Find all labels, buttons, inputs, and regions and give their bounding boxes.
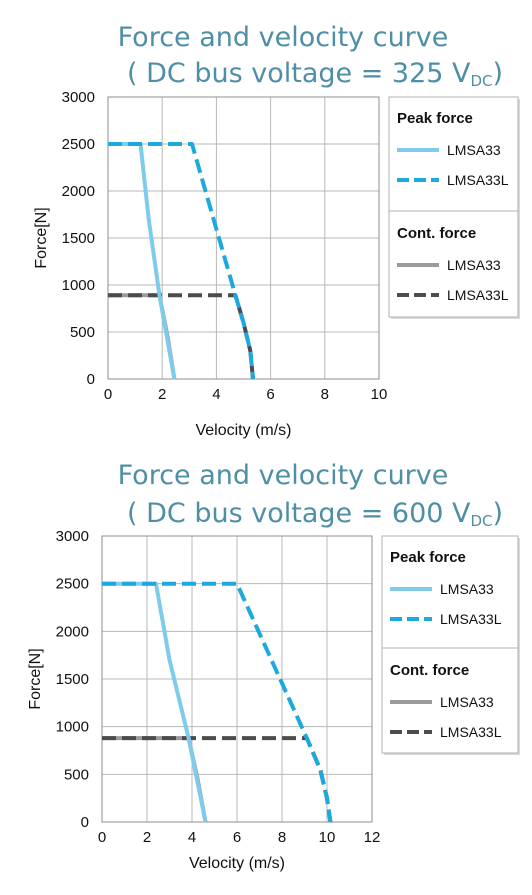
x-tick-label: 4 xyxy=(212,386,220,403)
chart-title: Force and velocity curve xyxy=(118,460,449,491)
chart-1: Force and velocity curve ( DC bus voltage… xyxy=(33,22,520,439)
subtitle-suffix: ) xyxy=(493,58,504,89)
x-tick-label: 2 xyxy=(143,829,151,846)
x-tick-label: 8 xyxy=(278,829,286,846)
legend-cont-force-title: Cont. force xyxy=(397,225,476,242)
y-tick-label: 2500 xyxy=(56,576,89,593)
x-tick-label: 10 xyxy=(371,386,388,403)
legend-label: LMSA33 xyxy=(440,581,494,597)
chart-subtitle: ( DC bus voltage = 325 VDC) xyxy=(127,58,503,90)
y-tick-label: 500 xyxy=(70,324,95,341)
chart-2: Force and velocity curve ( DC bus voltage… xyxy=(27,460,520,872)
series-line-lmsa33l-peak xyxy=(108,142,255,380)
subtitle-suffix: ) xyxy=(493,498,504,529)
legend-peak-force-title: Peak force xyxy=(397,110,473,127)
legend-label: LMSA33 xyxy=(447,142,501,158)
legend-box xyxy=(388,96,519,318)
x-tick-label: 4 xyxy=(188,829,196,846)
subtitle-text: ( DC bus voltage = 600 V xyxy=(127,498,471,529)
legend-label: LMSA33L xyxy=(447,287,509,303)
subtitle-text: ( DC bus voltage = 325 V xyxy=(127,58,471,89)
legend-label: LMSA33L xyxy=(440,611,502,627)
chart-subtitle: ( DC bus voltage = 600 VDC) xyxy=(127,498,503,530)
x-tick-label: 10 xyxy=(319,829,336,846)
x-tick-label: 12 xyxy=(364,829,381,846)
series-line-lmsa33l-cont xyxy=(108,293,255,380)
legend-cont-force-title: Cont. force xyxy=(390,662,469,679)
legend-label: LMSA33 xyxy=(447,257,501,273)
legend-label: LMSA33L xyxy=(440,724,502,740)
plot-frame xyxy=(101,535,373,823)
y-tick-label: 2000 xyxy=(56,623,89,640)
x-tick-label: 8 xyxy=(321,386,329,403)
legend-label: LMSA33 xyxy=(440,694,494,710)
subtitle-subscript: DC xyxy=(471,72,493,90)
y-axis-label: Force[N] xyxy=(27,648,44,709)
x-tick-label: 0 xyxy=(104,386,112,403)
y-tick-label: 500 xyxy=(64,766,89,783)
y-tick-label: 0 xyxy=(81,814,89,831)
y-tick-label: 1500 xyxy=(62,230,95,247)
y-tick-label: 3000 xyxy=(62,89,95,106)
series-line-lmsa33l-peak xyxy=(102,581,333,823)
x-axis-label: Velocity (m/s) xyxy=(189,855,285,872)
y-tick-label: 0 xyxy=(87,371,95,388)
plot-frame xyxy=(107,96,380,380)
series-line-lmsa33-peak xyxy=(102,581,208,823)
legend-label: LMSA33L xyxy=(447,172,509,188)
x-tick-label: 6 xyxy=(266,386,274,403)
subtitle-subscript: DC xyxy=(471,512,493,530)
legend-peak-force-title: Peak force xyxy=(390,549,466,566)
chart-title: Force and velocity curve xyxy=(118,22,449,53)
legend-box xyxy=(381,535,519,754)
y-axis-label: Force[N] xyxy=(33,207,50,268)
y-tick-label: 2500 xyxy=(62,136,95,153)
y-tick-label: 1500 xyxy=(56,671,89,688)
y-tick-label: 1000 xyxy=(62,277,95,294)
y-tick-label: 2000 xyxy=(62,183,95,200)
y-tick-label: 1000 xyxy=(56,719,89,736)
x-tick-label: 6 xyxy=(233,829,241,846)
x-tick-label: 2 xyxy=(158,386,166,403)
x-axis-label: Velocity (m/s) xyxy=(195,422,291,439)
y-tick-label: 3000 xyxy=(56,528,89,545)
x-tick-label: 0 xyxy=(98,829,106,846)
